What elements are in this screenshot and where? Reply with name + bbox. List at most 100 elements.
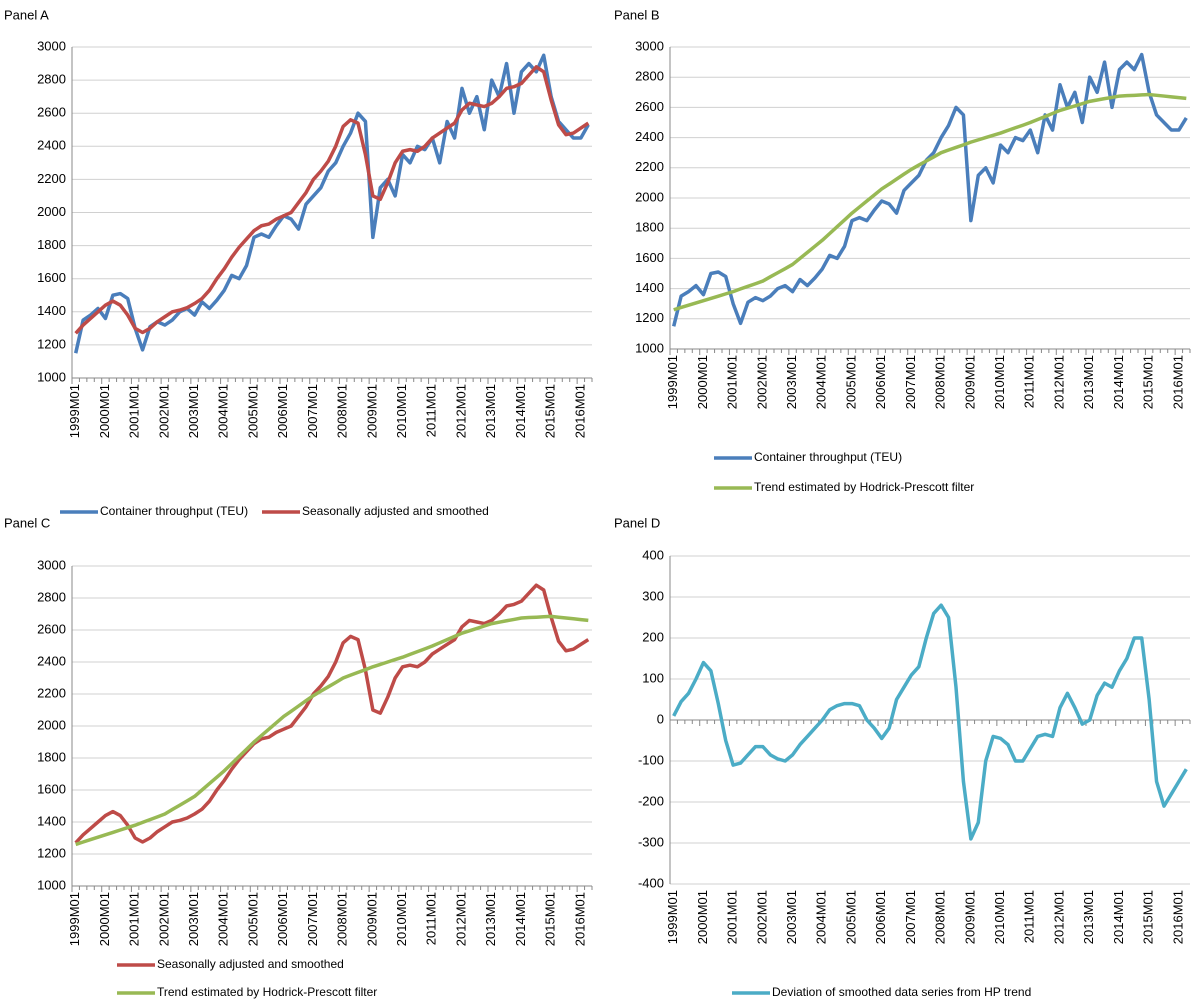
x-tick-label: 2007M01: [903, 355, 918, 409]
x-tick-label: 2013M01: [483, 892, 498, 946]
x-tick-label: 2010M01: [992, 890, 1007, 944]
y-tick-label: 1600: [635, 250, 664, 265]
series-line: [74, 583, 590, 844]
x-tick-label: 1999M01: [665, 890, 680, 944]
y-tick-label: 200: [642, 629, 664, 644]
y-tick-label: -200: [638, 793, 664, 808]
x-tick-label: 2010M01: [992, 355, 1007, 409]
y-tick-label: 1000: [37, 369, 66, 384]
y-tick-label: 1800: [37, 237, 66, 252]
x-tick-label: 2012M01: [1051, 890, 1066, 944]
y-tick-label: 2800: [37, 72, 66, 87]
x-tick-label: 2002M01: [754, 355, 769, 409]
x-tick-label: 2001M01: [127, 384, 142, 438]
y-tick-label: 2200: [37, 685, 66, 700]
y-tick-label: 1600: [37, 270, 66, 285]
x-tick-label: 2015M01: [543, 892, 558, 946]
panel-title: Panel B: [614, 7, 660, 22]
x-tick-label: 2012M01: [453, 384, 468, 438]
x-tick-label: 2006M01: [275, 384, 290, 438]
series-line: [74, 65, 590, 335]
x-tick-label: 2001M01: [127, 892, 142, 946]
y-tick-label: 2200: [37, 171, 66, 186]
y-tick-label: 2600: [37, 105, 66, 120]
y-tick-label: 2000: [37, 204, 66, 219]
y-tick-label: 2600: [37, 621, 66, 636]
series-line: [74, 53, 590, 354]
x-tick-label: 2000M01: [97, 384, 112, 438]
x-tick-label: 2014M01: [1111, 355, 1126, 409]
y-tick-label: 3000: [37, 38, 66, 53]
x-tick-label: 2008M01: [933, 355, 948, 409]
x-tick-label: 2010M01: [394, 384, 409, 438]
series-line: [672, 603, 1188, 841]
y-tick-label: 1400: [37, 303, 66, 318]
panel-title: Panel A: [4, 7, 49, 22]
x-tick-label: 2005M01: [245, 892, 260, 946]
x-tick-label: 2015M01: [543, 384, 558, 438]
legend-label: Container throughput (TEU): [754, 450, 902, 464]
y-tick-label: 2600: [635, 99, 664, 114]
x-tick-label: 2003M01: [186, 384, 201, 438]
x-tick-label: 2007M01: [305, 384, 320, 438]
x-tick-label: 2006M01: [275, 892, 290, 946]
panel-title: Panel C: [4, 515, 50, 530]
y-tick-label: 1400: [37, 813, 66, 828]
x-tick-label: 2009M01: [962, 890, 977, 944]
x-tick-label: 2008M01: [933, 890, 948, 944]
x-tick-label: 2001M01: [725, 890, 740, 944]
x-tick-label: 2014M01: [513, 384, 528, 438]
x-tick-label: 2011M01: [1022, 355, 1037, 408]
y-tick-label: 1200: [635, 310, 664, 325]
x-tick-label: 2003M01: [784, 890, 799, 944]
x-tick-label: 1999M01: [665, 355, 680, 409]
x-tick-label: 2007M01: [903, 890, 918, 944]
y-tick-label: 1600: [37, 781, 66, 796]
x-tick-label: 2002M01: [156, 384, 171, 438]
y-tick-label: 2000: [635, 189, 664, 204]
x-tick-label: 2015M01: [1141, 355, 1156, 409]
x-tick-label: 2016M01: [1170, 890, 1185, 944]
y-tick-label: 2800: [37, 589, 66, 604]
y-tick-label: -400: [638, 875, 664, 890]
x-tick-label: 2009M01: [962, 355, 977, 409]
x-tick-label: 2006M01: [873, 355, 888, 409]
x-tick-label: 2002M01: [156, 892, 171, 946]
x-tick-label: 2009M01: [364, 892, 379, 946]
x-tick-label: 2003M01: [784, 355, 799, 409]
x-tick-label: 2002M01: [754, 890, 769, 944]
y-tick-label: 1200: [37, 845, 66, 860]
x-tick-label: 2009M01: [364, 384, 379, 438]
x-tick-label: 2011M01: [424, 384, 439, 437]
x-tick-label: 2000M01: [695, 890, 710, 944]
x-tick-label: 2003M01: [186, 892, 201, 946]
legend-label: Trend estimated by Hodrick-Prescott filt…: [754, 480, 974, 494]
x-tick-label: 1999M01: [67, 892, 82, 946]
y-tick-label: -100: [638, 752, 664, 767]
series-line: [673, 92, 1187, 312]
x-tick-label: 2000M01: [97, 892, 112, 946]
x-tick-label: 2014M01: [1111, 890, 1126, 944]
y-tick-label: 2400: [37, 653, 66, 668]
x-tick-label: 2011M01: [1022, 890, 1037, 943]
y-tick-label: 0: [657, 711, 664, 726]
y-tick-label: 2400: [635, 129, 664, 144]
y-tick-label: 1000: [635, 340, 664, 355]
x-tick-label: 2004M01: [814, 355, 829, 409]
x-tick-label: 2000M01: [695, 355, 710, 409]
y-tick-label: 400: [642, 547, 664, 562]
x-tick-label: 2008M01: [335, 384, 350, 438]
y-tick-label: 1000: [37, 877, 66, 892]
x-tick-label: 2004M01: [814, 890, 829, 944]
y-tick-label: 1200: [37, 336, 66, 351]
x-tick-label: 2007M01: [305, 892, 320, 946]
y-tick-label: 1800: [635, 220, 664, 235]
x-tick-label: 2008M01: [335, 892, 350, 946]
panel-title: Panel D: [614, 515, 660, 530]
y-tick-label: -300: [638, 834, 664, 849]
y-tick-label: 3000: [37, 557, 66, 572]
legend-label: Seasonally adjusted and smoothed: [302, 504, 489, 518]
x-tick-label: 2005M01: [843, 890, 858, 944]
x-tick-label: 2015M01: [1141, 890, 1156, 944]
y-tick-label: 2000: [37, 717, 66, 732]
